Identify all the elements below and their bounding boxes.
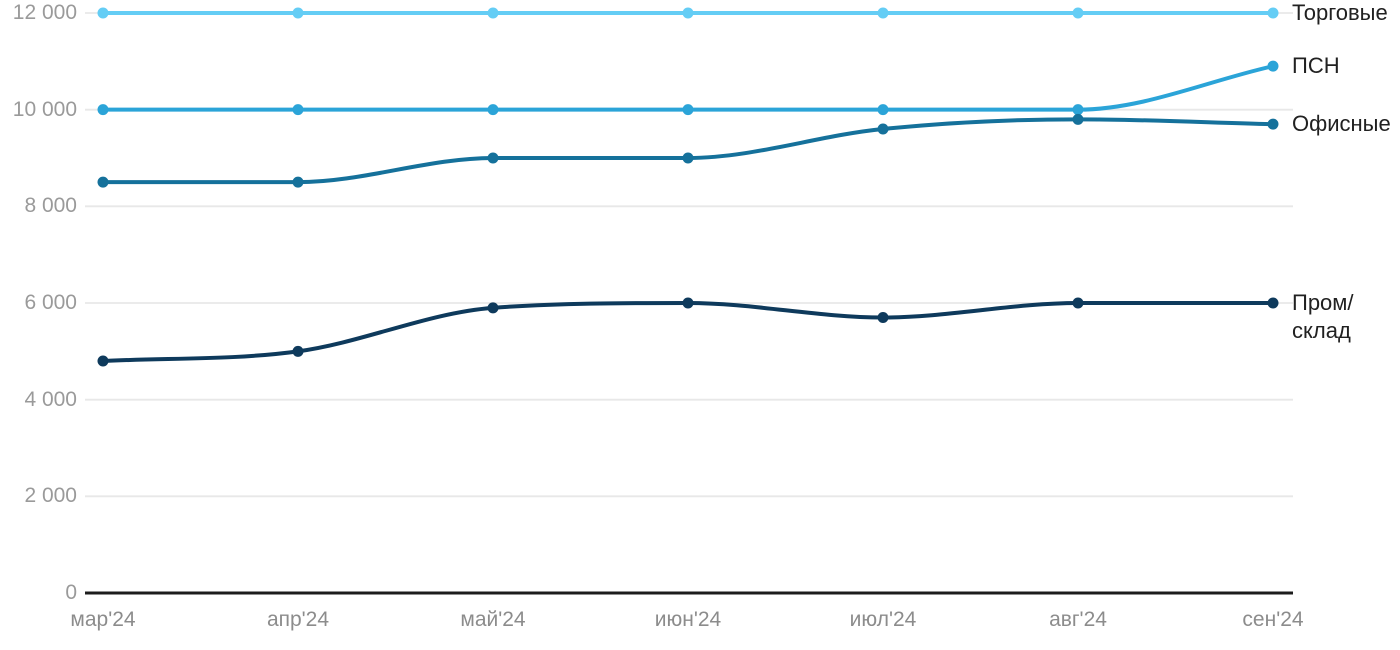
data-point-торговые-6[interactable]: [1267, 7, 1279, 19]
data-point-офисные-6[interactable]: [1267, 118, 1279, 130]
data-point-пром-склад-1[interactable]: [292, 345, 304, 357]
data-point-пром-склад-4[interactable]: [877, 312, 889, 323]
x-tick-label: июл'24: [849, 608, 917, 631]
data-point-псн-1[interactable]: [292, 104, 304, 116]
y-tick-label: 4 000: [24, 387, 77, 411]
series-label-line: склад: [1292, 318, 1351, 343]
series-label-line: ПСН: [1292, 53, 1340, 79]
data-point-пром-склад-3[interactable]: [682, 297, 694, 309]
x-tick-label: мар'24: [70, 608, 136, 631]
data-point-торговые-2[interactable]: [487, 7, 499, 19]
data-point-псн-6[interactable]: [1267, 60, 1279, 72]
series-label-пром-склад: Пром/склад: [1292, 289, 1354, 345]
data-point-офисные-3[interactable]: [682, 152, 694, 164]
y-tick-label: 12 000: [12, 1, 77, 24]
series-line-пром-склад: [101, 300, 1275, 363]
y-tick-label: 0: [65, 581, 77, 604]
data-point-псн-0[interactable]: [97, 104, 109, 116]
y-tick-label: 2 000: [24, 484, 77, 508]
x-tick-label: сен'24: [1242, 608, 1304, 631]
data-point-торговые-4[interactable]: [877, 7, 889, 19]
series-line-псн: [101, 64, 1275, 112]
series-label-офисные: Офисные: [1292, 110, 1391, 138]
x-tick-label: авг'24: [1049, 608, 1107, 631]
data-point-торговые-1[interactable]: [292, 7, 304, 19]
data-point-псн-2[interactable]: [487, 104, 499, 116]
series-label-line: Торговые: [1292, 0, 1388, 25]
data-point-псн-3[interactable]: [682, 104, 694, 116]
data-point-офисные-5[interactable]: [1072, 113, 1084, 125]
data-point-пром-склад-2[interactable]: [487, 302, 499, 314]
x-tick-label: июн'24: [654, 608, 722, 631]
data-point-торговые-5[interactable]: [1072, 7, 1084, 19]
data-point-торговые-0[interactable]: [97, 7, 109, 19]
data-point-офисные-0[interactable]: [97, 176, 109, 188]
data-point-пром-склад-5[interactable]: [1072, 297, 1084, 309]
data-point-пром-склад-0[interactable]: [97, 355, 109, 367]
series-label-псн: ПСН: [1292, 52, 1340, 80]
x-tick-label: апр'24: [266, 608, 330, 631]
x-tick-label: май'24: [460, 608, 526, 631]
series-line-офисные: [101, 117, 1275, 185]
series-label-торговые: Торговые: [1292, 0, 1388, 27]
data-point-офисные-2[interactable]: [487, 152, 499, 164]
data-point-псн-5[interactable]: [1072, 104, 1084, 116]
y-tick-label: 8 000: [24, 194, 77, 218]
y-tick-label: 10 000: [12, 97, 77, 121]
data-point-пром-склад-6[interactable]: [1267, 297, 1279, 309]
series-label-line: Пром/: [1292, 290, 1354, 315]
data-point-псн-4[interactable]: [877, 104, 889, 116]
data-point-торговые-3[interactable]: [682, 7, 694, 19]
y-tick-label: 6 000: [24, 291, 77, 314]
series-label-line: Офисные: [1292, 111, 1391, 137]
data-point-офисные-4[interactable]: [877, 123, 889, 135]
data-point-офисные-1[interactable]: [292, 176, 304, 188]
